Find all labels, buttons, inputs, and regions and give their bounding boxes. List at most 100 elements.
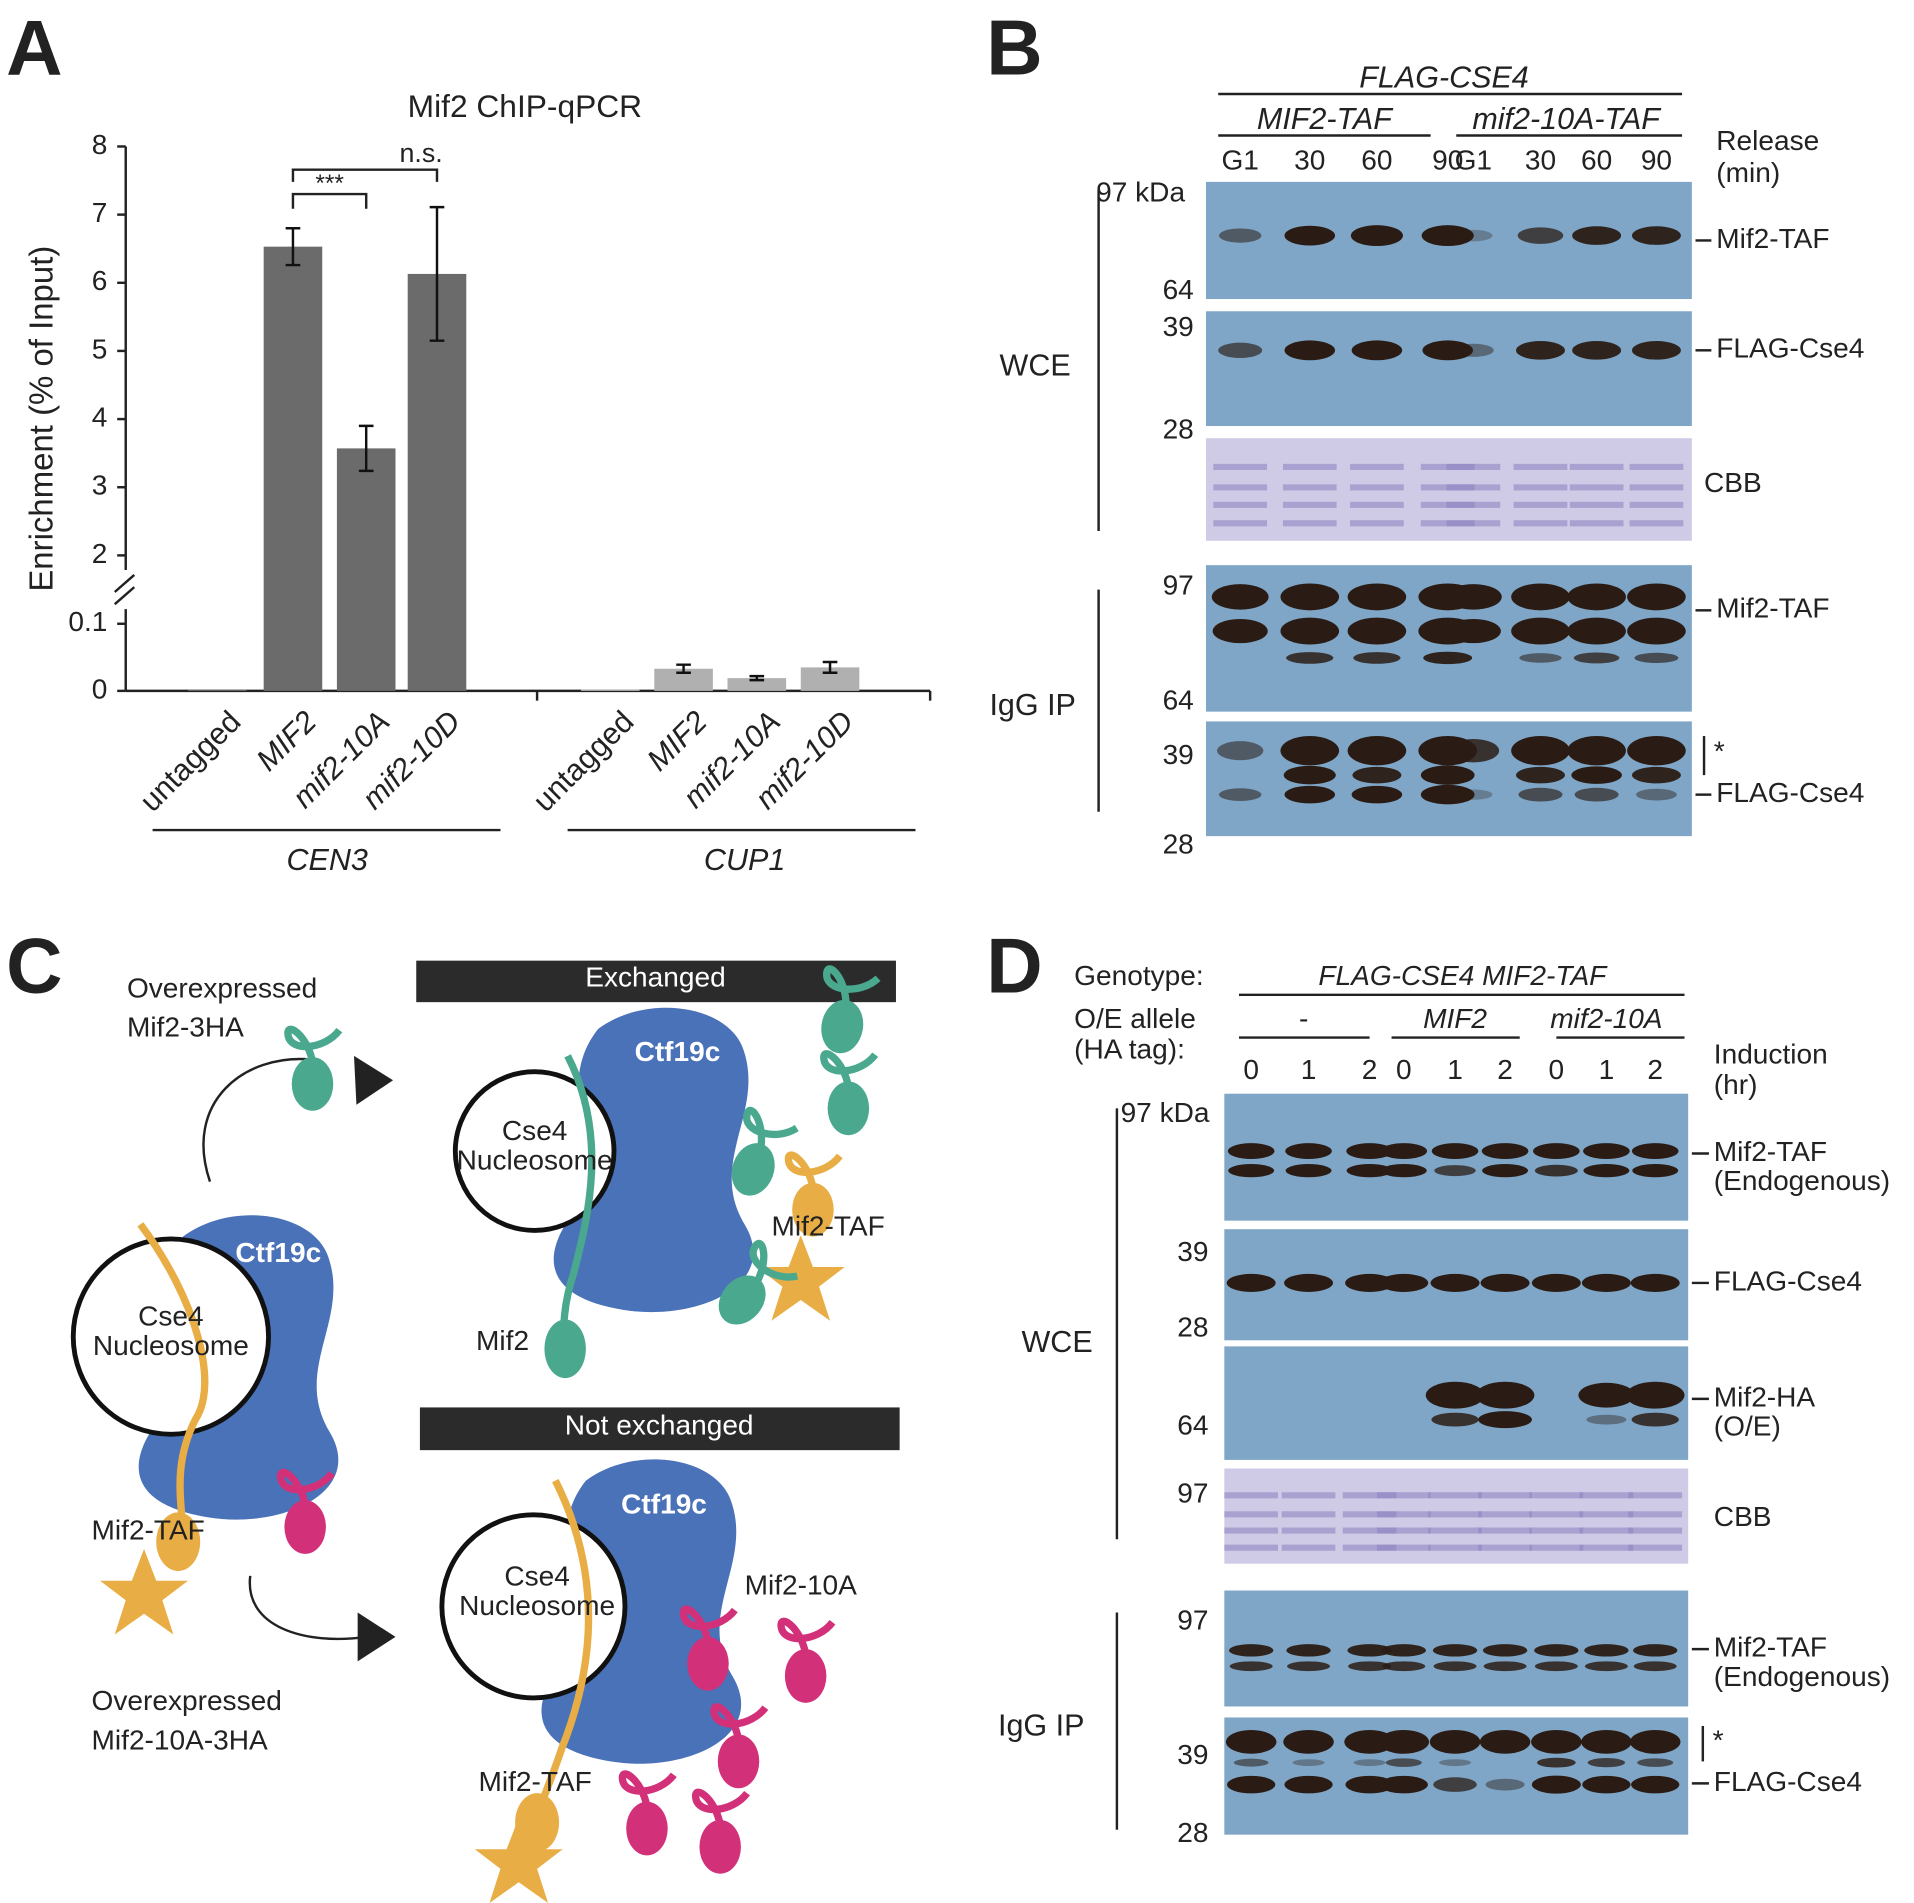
band <box>1380 1143 1428 1159</box>
lane-label: 2 <box>1362 1054 1378 1085</box>
band <box>1213 501 1268 508</box>
band <box>1342 1544 1397 1551</box>
protein-loop <box>618 1770 677 1808</box>
arrow <box>248 1575 367 1641</box>
marker: 39 <box>1177 1739 1208 1770</box>
lane-label: 30 <box>1525 145 1556 176</box>
label: Mif2 <box>476 1325 529 1356</box>
band <box>1434 1165 1476 1177</box>
protein-loop <box>284 1025 343 1063</box>
nucleosome-label: Cse4 <box>502 1115 568 1146</box>
label: (min) <box>1716 157 1780 188</box>
lane-label: 1 <box>1447 1054 1463 1085</box>
significance: n.s. <box>399 138 442 168</box>
band <box>1579 1492 1634 1499</box>
band <box>1420 765 1475 785</box>
band <box>1447 738 1500 763</box>
band <box>1376 1544 1431 1551</box>
band <box>1342 1511 1397 1518</box>
band-label: FLAG-Cse4 <box>1716 333 1864 364</box>
y-tick-label: 0 <box>92 673 108 704</box>
band <box>1428 1544 1482 1551</box>
marker: 39 <box>1163 739 1194 770</box>
lane-label: 90 <box>1641 145 1672 176</box>
band-label: Mif2-TAF <box>1716 593 1829 624</box>
band <box>1537 1757 1576 1768</box>
band <box>1534 1164 1578 1177</box>
band <box>1584 1661 1628 1672</box>
band <box>1478 1527 1532 1534</box>
band <box>1284 1775 1333 1794</box>
header: FLAG-CSE4 <box>1359 60 1528 94</box>
y-tick-label: 3 <box>92 470 108 501</box>
protein-body <box>821 999 864 1054</box>
label: Mif2-3HA <box>127 1011 244 1042</box>
field-label: Genotype: <box>1074 960 1203 991</box>
band <box>1516 766 1565 784</box>
band-label: Mif2-TAF <box>1714 1632 1827 1663</box>
protein-loop <box>749 1239 799 1285</box>
band <box>1285 1143 1332 1159</box>
band <box>1481 1143 1529 1159</box>
band <box>1529 1492 1584 1499</box>
band <box>1292 1759 1325 1766</box>
band <box>1629 484 1684 491</box>
band <box>1569 501 1624 508</box>
protein-body <box>626 1801 668 1856</box>
band <box>1342 1527 1397 1534</box>
fraction: IgG IP <box>989 688 1075 722</box>
band <box>1226 1273 1276 1292</box>
allele: MIF2 <box>1423 1003 1487 1034</box>
protein <box>777 1617 836 1703</box>
band <box>1533 1143 1580 1159</box>
band <box>1579 1544 1634 1551</box>
band <box>1282 501 1337 508</box>
y-tick-label: 8 <box>92 129 108 160</box>
band <box>1571 766 1622 784</box>
marker: 97 <box>1163 570 1194 601</box>
bracket <box>291 192 368 209</box>
bar <box>187 689 247 691</box>
protein-loop <box>777 1617 836 1655</box>
protein-body <box>784 1649 827 1703</box>
panel-letter: B <box>986 3 1042 91</box>
band <box>1629 1729 1681 1754</box>
label: Mif2-10A <box>745 1569 858 1600</box>
band <box>1587 1758 1626 1768</box>
bar <box>407 273 467 691</box>
error-bar <box>822 660 838 674</box>
band <box>1513 501 1568 508</box>
fraction: IgG IP <box>998 1708 1084 1742</box>
band <box>1425 1381 1485 1409</box>
protein-loop <box>820 1050 879 1088</box>
bar <box>263 246 323 691</box>
lane-label: 60 <box>1581 145 1612 176</box>
band-label: CBB <box>1704 467 1762 498</box>
band <box>1569 484 1624 491</box>
band-label: * <box>1714 736 1725 767</box>
band <box>1637 1758 1674 1767</box>
band <box>1438 1759 1472 1766</box>
band <box>1629 501 1684 508</box>
band <box>1586 1414 1627 1425</box>
band <box>1282 520 1337 527</box>
band <box>1632 226 1681 245</box>
y-tick-label: 4 <box>92 402 108 433</box>
band <box>1284 1273 1334 1292</box>
band <box>1228 1644 1274 1657</box>
nucleosome <box>452 1069 617 1233</box>
taf-tag <box>100 1549 188 1635</box>
marker: 28 <box>1163 413 1194 444</box>
band <box>1444 584 1502 610</box>
band <box>1446 484 1501 491</box>
protein-body <box>291 1057 334 1111</box>
band <box>1224 1492 1279 1499</box>
protein <box>784 1151 843 1237</box>
band-label: (Endogenous) <box>1714 1661 1890 1692</box>
genotype: FLAG-CSE4 MIF2-TAF <box>1318 960 1608 991</box>
band <box>1478 1411 1532 1429</box>
bracket <box>291 168 439 182</box>
band <box>1350 225 1403 247</box>
marker: 97 kDa <box>1121 1097 1210 1128</box>
band <box>1381 1644 1426 1657</box>
